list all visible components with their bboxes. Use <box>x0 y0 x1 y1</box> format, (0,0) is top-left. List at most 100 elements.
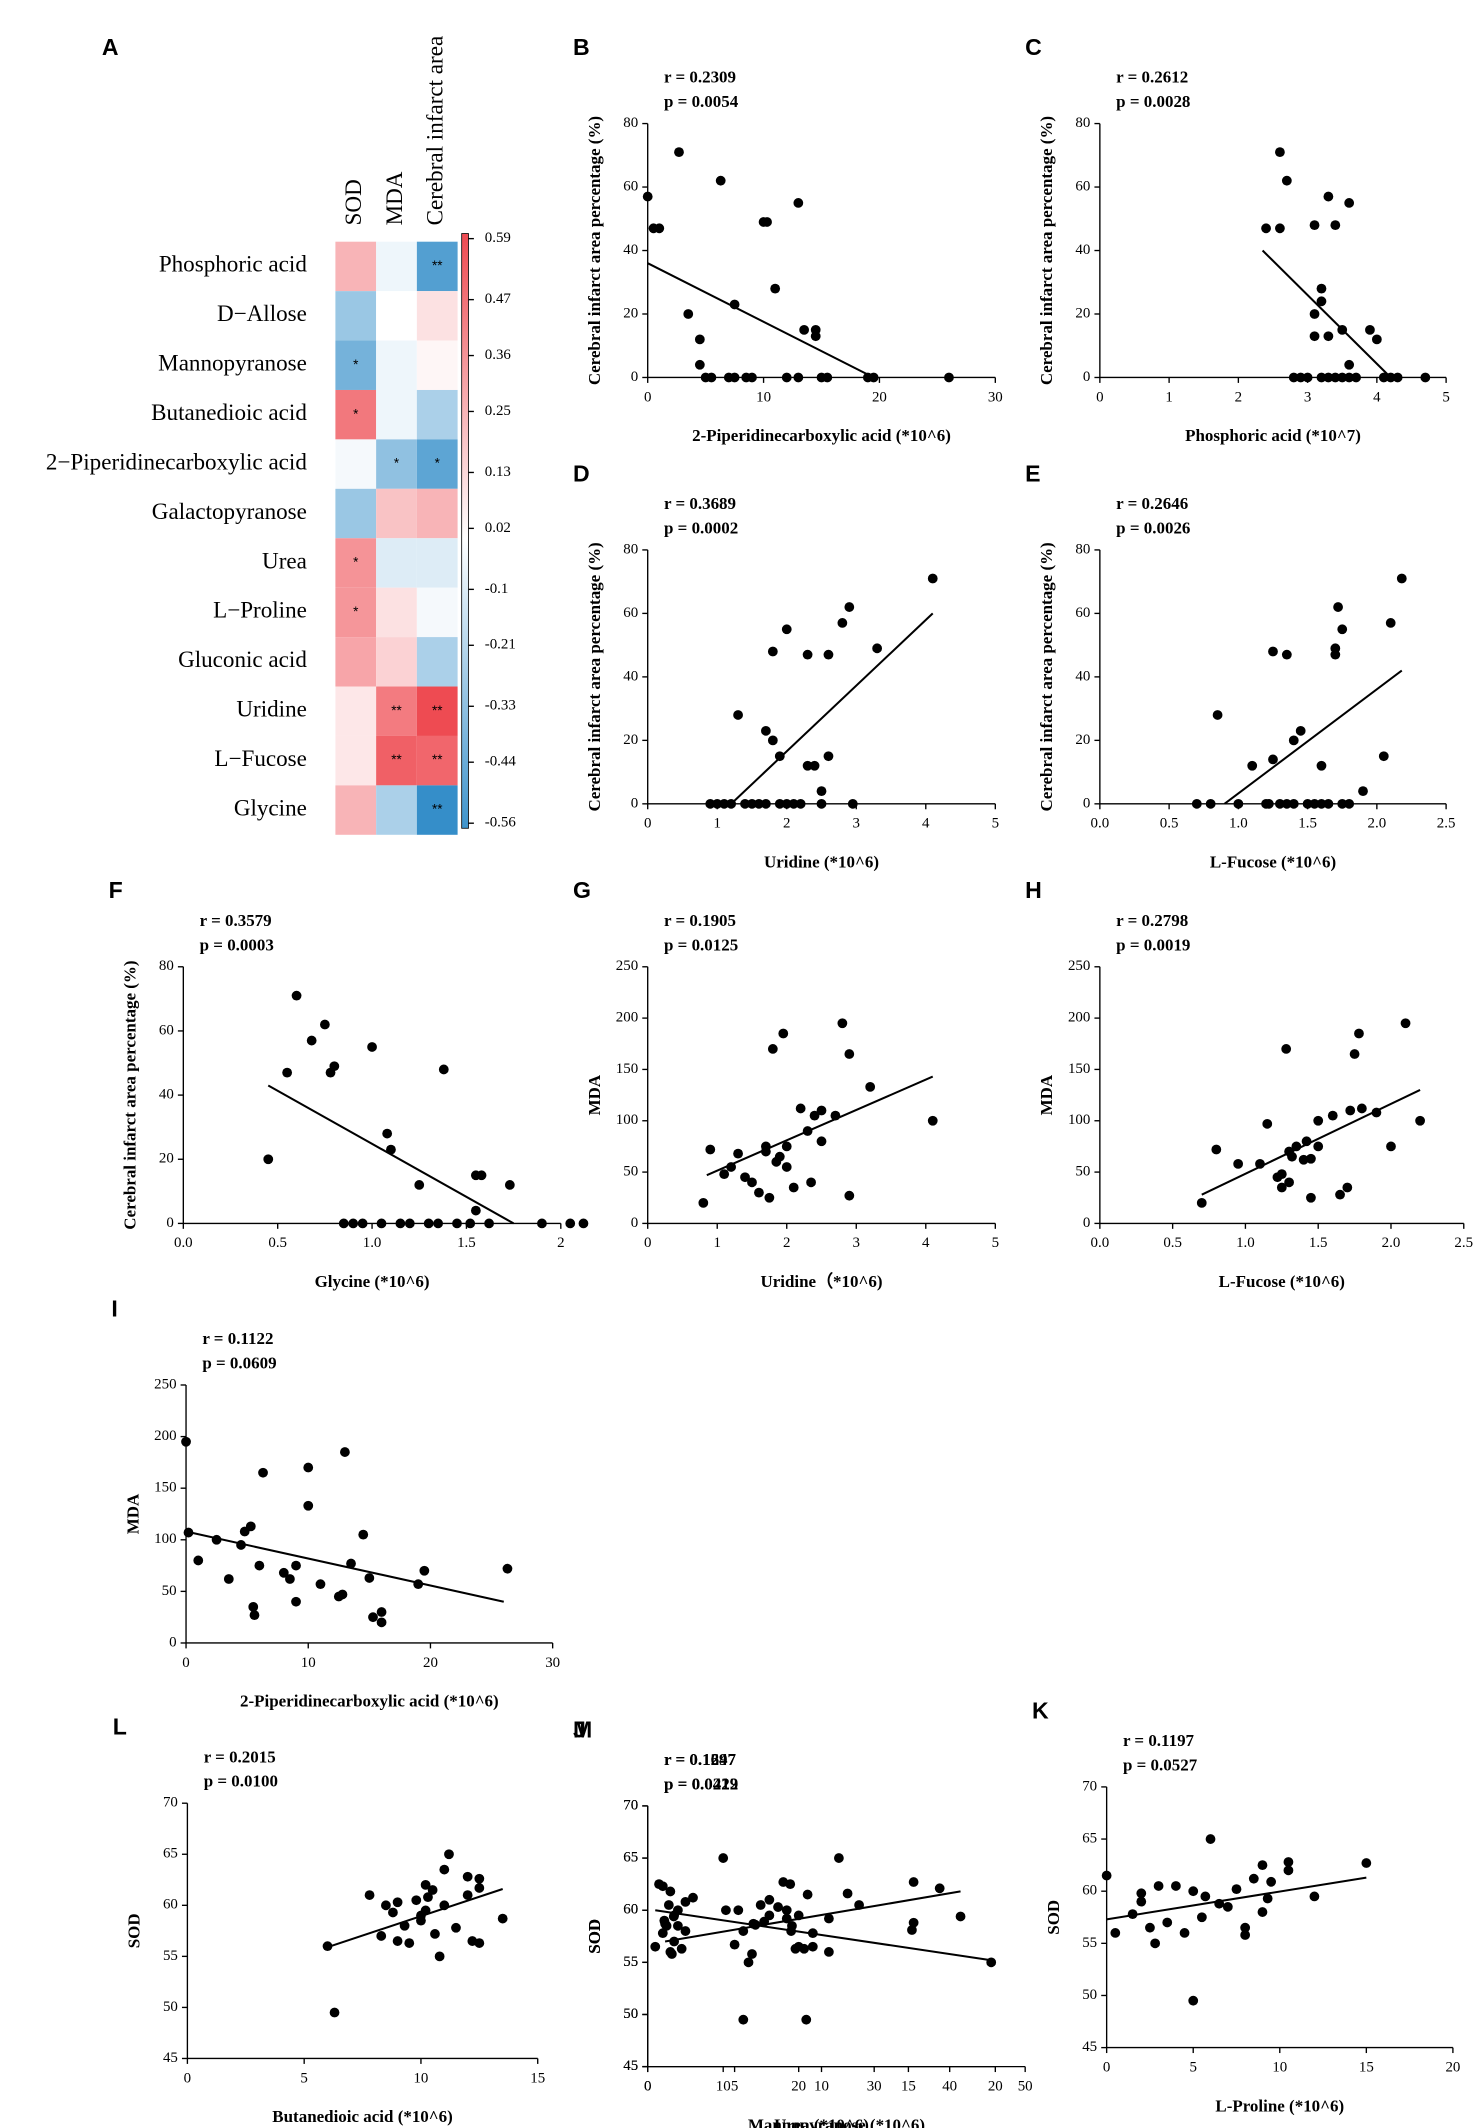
data-point <box>785 1879 796 1890</box>
data-point <box>484 1218 494 1229</box>
regression-line <box>1106 1876 1367 1921</box>
data-point <box>502 1563 513 1574</box>
y-tick-label: 45 <box>623 2058 638 2074</box>
x-tick-label: 0 <box>644 1235 651 1251</box>
heatmap-cell <box>416 291 458 341</box>
y-tick-label: 70 <box>623 1797 638 1813</box>
y-tick-label: 60 <box>159 1022 174 1038</box>
panel-letter: K <box>1032 1697 1049 1723</box>
data-point <box>1349 1049 1360 1059</box>
stat-text: p = 0.0002 <box>664 518 738 537</box>
y-tick-label: 70 <box>1082 1778 1097 1794</box>
data-point <box>329 1061 340 1072</box>
data-point <box>329 2007 340 2018</box>
y-tick-label: 50 <box>1082 1987 1097 2003</box>
data-point <box>1136 1896 1147 1907</box>
stat-text: p = 0.0019 <box>1116 935 1190 954</box>
heatmap-cell <box>416 587 458 638</box>
heatmap-cell <box>416 488 458 539</box>
y-tick-label: 100 <box>616 1112 638 1128</box>
panel-letter: C <box>1025 34 1042 60</box>
x-axis-label: 2-Piperidinecarboxylic acid (*10^6) <box>692 426 951 445</box>
y-tick-label: 80 <box>623 541 638 557</box>
data-point <box>1309 798 1320 809</box>
column-label: MDA <box>381 171 407 225</box>
x-tick-label: 5 <box>300 2070 307 2086</box>
y-tick-label: 0 <box>631 1215 638 1231</box>
y-tick-label: 40 <box>1075 668 1090 684</box>
y-tick-label: 250 <box>154 1376 176 1392</box>
y-tick-label: 80 <box>1075 115 1090 131</box>
x-tick-label: 5 <box>1189 2059 1196 2075</box>
data-point <box>657 1881 668 1892</box>
data-point <box>793 198 804 208</box>
data-point <box>1295 725 1306 736</box>
x-tick-label: 0.5 <box>1160 816 1179 832</box>
data-point <box>1330 643 1341 654</box>
heatmap-cell <box>335 340 377 390</box>
data-point <box>1205 798 1216 809</box>
y-tick-label: 60 <box>1075 605 1090 621</box>
data-point <box>1283 1857 1294 1867</box>
y-tick-label: 150 <box>616 1061 638 1077</box>
data-point <box>781 1905 792 1916</box>
data-point <box>1295 372 1306 383</box>
y-tick-label: 60 <box>1082 1883 1097 1899</box>
y-tick-label: 20 <box>623 732 638 748</box>
data-point <box>908 1917 919 1928</box>
data-point <box>770 283 781 294</box>
y-tick-label: 0 <box>1083 1215 1090 1231</box>
y-tick-label: 60 <box>623 1902 638 1918</box>
data-point <box>674 147 684 158</box>
data-point <box>306 1035 317 1046</box>
y-tick-label: 0 <box>1083 369 1090 385</box>
y-tick-label: 200 <box>154 1428 176 1444</box>
heatmap-cell <box>376 389 417 440</box>
heatmap-cell <box>335 241 377 292</box>
y-tick-label: 20 <box>623 305 638 321</box>
data-point <box>719 1169 730 1180</box>
stat-text: p = 0.0527 <box>1123 1755 1198 1774</box>
heatmap-cell <box>335 488 377 539</box>
data-point <box>844 1190 855 1201</box>
heatmap-cell <box>376 587 417 638</box>
stat-text: r = 0.1905 <box>664 911 736 930</box>
x-tick-label: 10 <box>814 2078 829 2094</box>
data-point <box>1162 1917 1173 1928</box>
data-point <box>1415 1115 1425 1126</box>
data-point <box>1316 296 1327 307</box>
y-tick-label: 0 <box>169 1634 176 1650</box>
x-tick-label: 1.5 <box>1309 1235 1328 1251</box>
data-point <box>666 1949 677 1959</box>
data-point <box>907 1925 917 1935</box>
stat-text: r = 0.1197 <box>1123 1731 1195 1750</box>
data-point <box>1337 798 1348 809</box>
panel-letter: F <box>109 877 123 903</box>
data-point <box>504 1180 515 1190</box>
significance-mark: ** <box>432 258 443 273</box>
data-point <box>1233 798 1244 809</box>
data-point <box>1386 1141 1396 1152</box>
data-point <box>767 735 778 746</box>
x-tick-label: 30 <box>988 389 1003 405</box>
data-point <box>430 1929 440 1939</box>
y-tick-label: 60 <box>623 178 638 194</box>
y-tick-label: 100 <box>1068 1112 1090 1128</box>
data-point <box>1309 220 1320 231</box>
x-tick-label: 3 <box>853 816 860 832</box>
x-axis-label: Butanedioic acid (*10^6) <box>272 2107 453 2126</box>
y-tick-label: 20 <box>1075 305 1090 321</box>
data-point <box>1302 372 1313 383</box>
y-axis-label: Cerebral infarct area percentage (%) <box>1037 542 1056 811</box>
x-tick-label: 0 <box>644 816 651 832</box>
data-point <box>715 175 726 186</box>
data-point <box>694 359 705 370</box>
stat-text: r = 0.2015 <box>204 1747 276 1766</box>
heatmap-cell <box>335 291 377 341</box>
data-point <box>781 624 792 635</box>
stat-text: p = 0.0125 <box>664 935 738 954</box>
data-point <box>565 1218 576 1229</box>
data-point <box>438 1064 449 1075</box>
x-tick-label: 2 <box>1235 389 1242 405</box>
data-point <box>705 798 716 809</box>
